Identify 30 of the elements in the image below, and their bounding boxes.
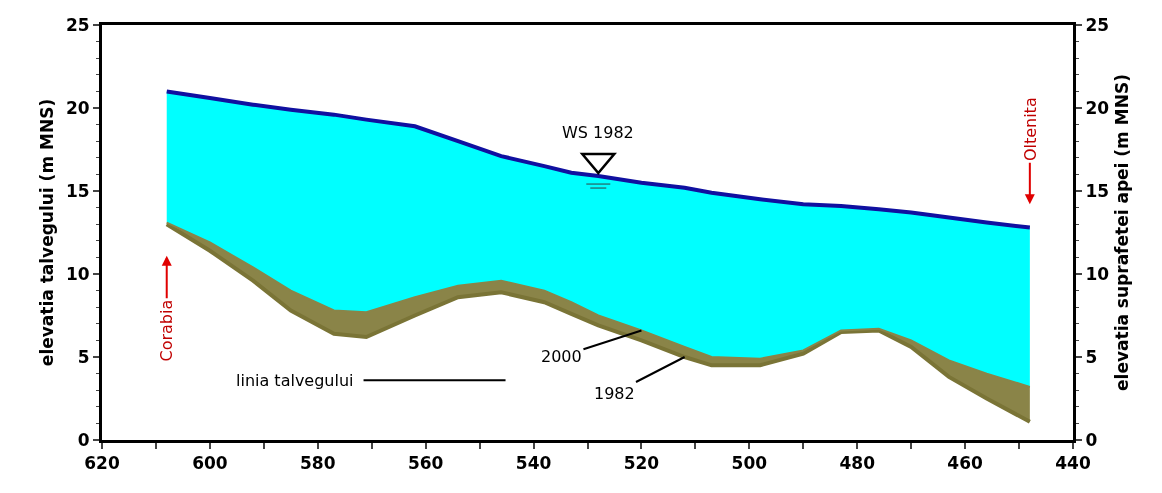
x-tick-label: 460 bbox=[947, 453, 984, 474]
y-tick-label: 10 bbox=[65, 263, 90, 284]
x-tick-label: 620 bbox=[84, 453, 120, 474]
series-label: WS 1982 bbox=[562, 123, 634, 142]
y2-axis-title: elevatia suprafetei apei (m MNS) bbox=[1111, 74, 1132, 391]
x-tick-label: 500 bbox=[731, 453, 768, 474]
y2-tick-label: 10 bbox=[1085, 263, 1110, 284]
x-tick-label: 560 bbox=[407, 453, 444, 474]
y2-tick-label: 25 bbox=[1085, 14, 1110, 35]
annotation: Corabia bbox=[156, 299, 176, 362]
annotation: Oltenita bbox=[1020, 97, 1040, 162]
y-tick-label: 25 bbox=[65, 14, 90, 35]
series-label: 2000 bbox=[541, 347, 582, 366]
x-tick-label: 440 bbox=[1055, 453, 1091, 474]
y-tick-label: 0 bbox=[77, 429, 90, 450]
x-tick-label: 520 bbox=[623, 453, 660, 474]
x-tick-label: 580 bbox=[300, 453, 336, 474]
annotation: linia talvegului bbox=[236, 371, 354, 390]
text: 1982 bbox=[594, 384, 635, 403]
x-tick-label: 540 bbox=[515, 453, 552, 474]
y-tick-label: 5 bbox=[77, 346, 90, 367]
x-tick-label: 480 bbox=[839, 453, 876, 474]
y2-tick-label: 20 bbox=[1085, 97, 1110, 118]
y2-tick-label: 15 bbox=[1085, 180, 1110, 201]
y2-tick-label: 0 bbox=[1085, 429, 1098, 450]
y-axis-title: elevatia talvegului (m MNS) bbox=[37, 98, 58, 367]
y-tick-label: 15 bbox=[65, 180, 90, 201]
y2-tick-label: 5 bbox=[1085, 346, 1098, 367]
x-tick-label: 600 bbox=[192, 453, 228, 474]
y-tick-label: 20 bbox=[65, 97, 90, 118]
